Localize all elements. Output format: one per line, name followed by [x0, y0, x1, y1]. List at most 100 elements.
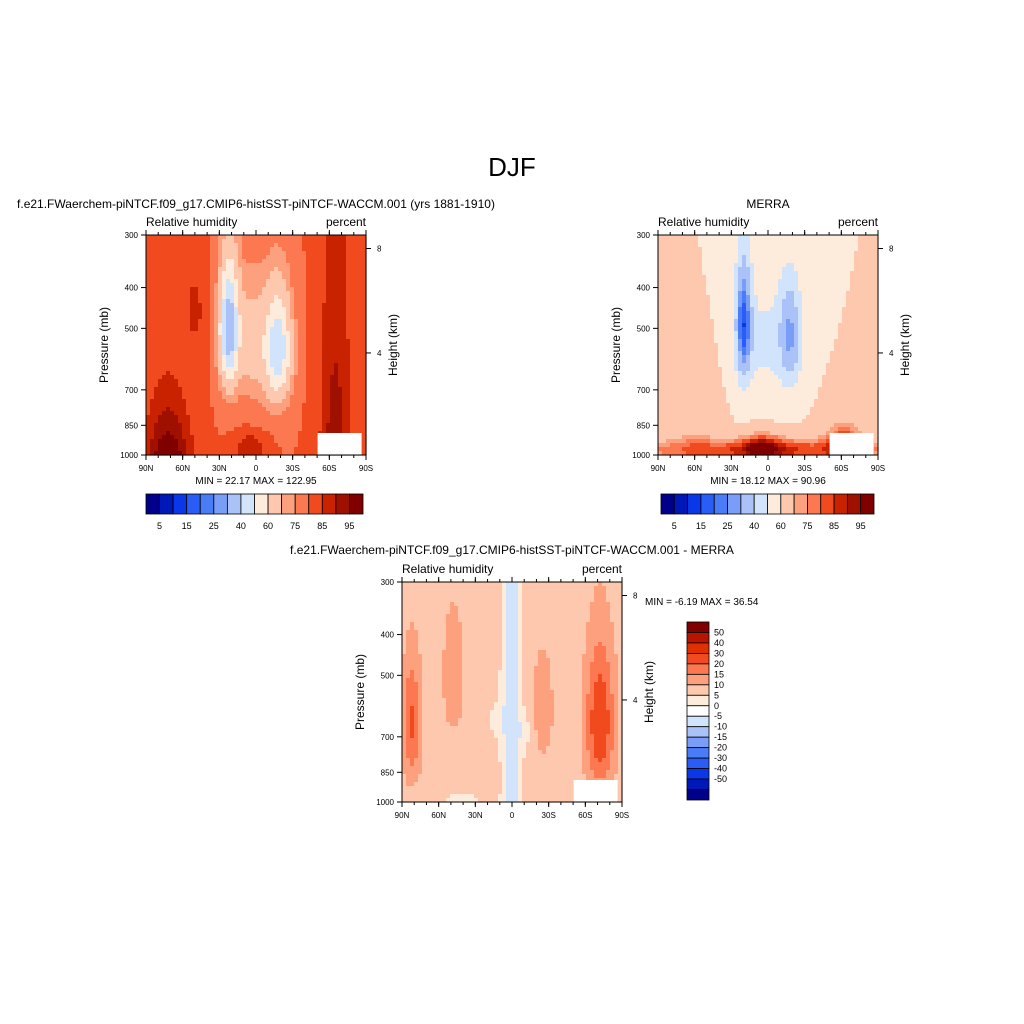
contour-cell — [706, 435, 711, 440]
contour-cell — [666, 251, 671, 256]
contour-cell — [210, 327, 215, 332]
contour-cell — [362, 355, 367, 360]
contour-cell — [750, 267, 755, 272]
contour-cell — [194, 403, 199, 408]
contour-cell — [354, 247, 359, 252]
contour-cell — [662, 351, 667, 356]
contour-cell — [250, 259, 255, 264]
contour-cell — [318, 243, 323, 248]
contour-cell — [278, 331, 283, 336]
contour-cell — [190, 427, 195, 432]
contour-cell — [754, 279, 759, 284]
contour-cell — [290, 443, 295, 448]
contour-cell — [202, 315, 207, 320]
contour-cell — [314, 347, 319, 352]
contour-cell — [694, 427, 699, 432]
contour-cell — [182, 291, 187, 296]
contour-cell — [218, 403, 223, 408]
contour-cell — [302, 291, 307, 296]
contour-cell — [702, 387, 707, 392]
contour-cell — [218, 395, 223, 400]
contour-cell — [174, 271, 179, 276]
contour-cell — [702, 291, 707, 296]
contour-cell — [706, 335, 711, 340]
contour-cell — [230, 311, 235, 316]
contour-cell — [254, 307, 259, 312]
contour-cell — [274, 411, 279, 416]
contour-cell — [682, 243, 687, 248]
contour-cell — [710, 255, 715, 260]
contour-cell — [274, 351, 279, 356]
contour-cell — [358, 395, 363, 400]
contour-cell — [690, 407, 695, 412]
contour-cell — [746, 375, 751, 380]
contour-cell — [222, 435, 227, 440]
contour-cell — [766, 419, 771, 424]
contour-cell — [150, 263, 155, 268]
contour-cell — [318, 291, 323, 296]
contour-cell — [330, 271, 335, 276]
contour-cell — [342, 295, 347, 300]
contour-cell — [358, 399, 363, 404]
contour-cell — [354, 271, 359, 276]
contour-cell — [706, 391, 711, 396]
contour-cell — [214, 255, 219, 260]
contour-cell — [310, 379, 315, 384]
contour-cell — [774, 443, 779, 448]
contour-cell — [150, 447, 155, 452]
contour-cell — [270, 339, 275, 344]
contour-cell — [674, 347, 679, 352]
contour-cell — [718, 243, 723, 248]
contour-cell — [726, 255, 731, 260]
contour-cell — [746, 439, 751, 444]
contour-cell — [730, 271, 735, 276]
contour-cell — [298, 391, 303, 396]
contour-cell — [318, 235, 323, 240]
contour-cell — [342, 299, 347, 304]
contour-cell — [782, 291, 787, 296]
contour-cell — [238, 307, 243, 312]
contour-cell — [158, 379, 163, 384]
contour-cell — [226, 235, 231, 240]
contour-cell — [726, 315, 731, 320]
contour-cell — [182, 327, 187, 332]
contour-cell — [302, 415, 307, 420]
contour-cell — [350, 331, 355, 336]
contour-cell — [186, 383, 191, 388]
contour-cell — [238, 335, 243, 340]
contour-cell — [246, 335, 251, 340]
contour-cell — [742, 271, 747, 276]
contour-cell — [686, 451, 691, 456]
contour-cell — [726, 319, 731, 324]
contour-cell — [214, 427, 219, 432]
contour-cell — [670, 403, 675, 408]
y-tick-label: 400 — [125, 284, 139, 293]
contour-cell — [774, 383, 779, 388]
contour-cell — [722, 443, 727, 448]
contour-cell — [746, 315, 751, 320]
contour-cell — [774, 243, 779, 248]
contour-cell — [250, 443, 255, 448]
contour-cell — [146, 259, 151, 264]
contour-cell — [662, 323, 667, 328]
contour-cell — [770, 255, 775, 260]
contour-cell — [358, 239, 363, 244]
contour-cell — [222, 423, 227, 428]
contour-cell — [778, 315, 783, 320]
contour-cell — [290, 355, 295, 360]
contour-cell — [706, 343, 711, 348]
contour-cell — [786, 291, 791, 296]
contour-cell — [310, 415, 315, 420]
contour-cell — [274, 283, 279, 288]
contour-cell — [238, 259, 243, 264]
contour-cell — [218, 423, 223, 428]
contour-cell — [282, 395, 287, 400]
contour-cell — [250, 319, 255, 324]
contour-cell — [170, 363, 175, 368]
contour-cell — [150, 335, 155, 340]
contour-cell — [770, 451, 775, 456]
contour-cell — [734, 267, 739, 272]
contour-cell — [330, 255, 335, 260]
contour-cell — [778, 287, 783, 292]
contour-cell — [258, 431, 263, 436]
